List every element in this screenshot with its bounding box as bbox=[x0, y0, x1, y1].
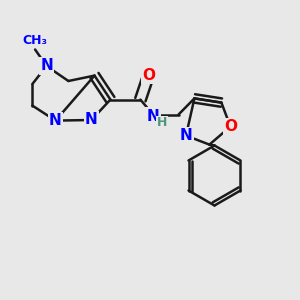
Text: N: N bbox=[85, 112, 98, 128]
Text: N: N bbox=[180, 128, 192, 143]
Text: N: N bbox=[147, 109, 159, 124]
Text: H: H bbox=[157, 116, 167, 130]
Text: N: N bbox=[40, 58, 53, 74]
Text: N: N bbox=[49, 113, 62, 128]
Text: CH₃: CH₃ bbox=[22, 34, 48, 47]
Text: O: O bbox=[142, 68, 155, 83]
Text: O: O bbox=[224, 119, 237, 134]
